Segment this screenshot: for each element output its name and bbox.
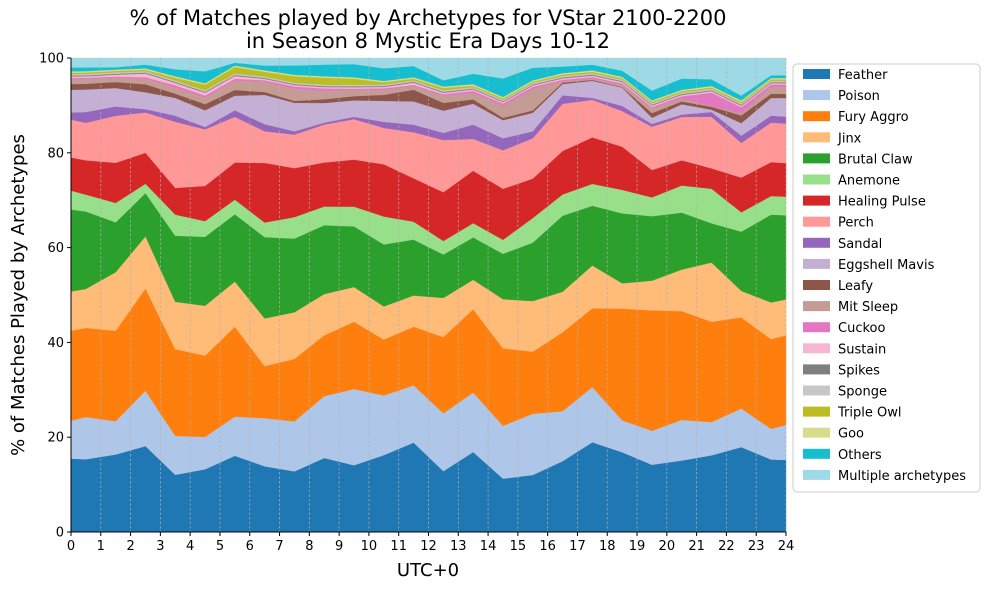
y-tick-label: 100: [39, 52, 64, 67]
legend-swatch: [803, 216, 830, 227]
legend-label: Sustain: [838, 342, 886, 357]
x-tick-label: 10: [361, 539, 378, 554]
legend-swatch: [803, 132, 830, 143]
x-tick-label: 14: [480, 539, 497, 554]
legend-swatch: [803, 448, 830, 459]
legend-label: Eggshell Mavis: [838, 258, 935, 273]
chart-title-line-2: in Season 8 Mystic Era Days 10-12: [246, 29, 610, 53]
x-tick-label: 5: [216, 539, 224, 554]
legend-swatch: [803, 385, 830, 396]
legend-swatch: [803, 237, 830, 248]
legend-label: Mit Sleep: [838, 300, 898, 315]
x-axis-label: UTC+0: [397, 560, 459, 581]
legend-swatch: [803, 90, 830, 101]
legend-swatch: [803, 195, 830, 206]
x-tick-label: 3: [156, 539, 164, 554]
x-tick-label: 24: [778, 539, 795, 554]
legend-swatch: [803, 322, 830, 333]
legend-frame: [792, 63, 981, 493]
legend-label: Feather: [838, 68, 888, 83]
chart-title: % of Matches played by Archetypes for VS…: [130, 6, 727, 53]
x-tick-label: 18: [599, 539, 616, 554]
y-tick-label: 80: [47, 146, 64, 161]
legend-swatch: [803, 111, 830, 122]
y-axis-label: % of Matches Played by Archetypes: [8, 134, 29, 456]
legend-label: Anemone: [838, 174, 900, 189]
legend-swatch: [803, 258, 830, 269]
axes: 0 1 2 3 4 5 6 7 8 9 10 11 12 13 14 15 16 17 18 19 20 21 22 23 24…: [39, 52, 794, 555]
x-tick-label: 11: [390, 539, 407, 554]
x-tick-label: 6: [246, 539, 254, 554]
legend-swatch: [803, 69, 830, 79]
x-tick-label: 4: [186, 539, 194, 554]
legend-swatch: [803, 427, 830, 438]
x-tick-label: 15: [510, 539, 527, 554]
x-tick-label: 0: [67, 539, 75, 554]
legend-swatch: [803, 280, 830, 290]
x-tick-label: 16: [539, 539, 556, 554]
legend: Feather Poison Fury Aggro Jinx Brutal Claw An…: [792, 63, 981, 493]
x-tick-label: 21: [688, 539, 705, 554]
x-tick-label: 7: [275, 539, 283, 554]
x-tick-label: 23: [748, 539, 765, 554]
x-tick-label: 13: [450, 539, 467, 554]
legend-label: Fury Aggro: [838, 110, 909, 125]
x-tick-label: 22: [718, 539, 735, 554]
legend-swatch: [803, 343, 830, 354]
legend-swatch: [803, 174, 830, 185]
legend-swatch: [803, 364, 830, 375]
legend-label: Jinx: [837, 131, 862, 146]
y-tick-label: 40: [47, 336, 64, 351]
legend-swatch: [803, 301, 830, 312]
y-tick-label: 60: [47, 241, 64, 256]
legend-swatch: [803, 469, 830, 480]
legend-swatch: [803, 406, 830, 417]
legend-label: Perch: [838, 216, 874, 231]
x-tick-label: 1: [97, 539, 105, 554]
x-tick-label: 9: [335, 539, 343, 554]
x-tick-label: 20: [659, 539, 676, 554]
legend-swatch: [803, 153, 830, 164]
x-tick-label: 19: [629, 539, 646, 554]
legend-label: Others: [838, 448, 882, 463]
x-tick-label: 8: [305, 539, 313, 554]
x-tick-label: 12: [420, 539, 437, 554]
legend-label: Sandal: [838, 237, 882, 252]
x-tick-label: 2: [126, 539, 134, 554]
legend-label: Triple Owl: [837, 406, 901, 421]
y-tick-label: 20: [47, 431, 64, 446]
legend-label: Spikes: [838, 363, 880, 378]
legend-label: Brutal Claw: [838, 152, 913, 167]
chart-title-line-1: % of Matches played by Archetypes for VS…: [130, 6, 727, 30]
legend-label: Healing Pulse: [838, 195, 926, 210]
legend-label: Sponge: [838, 385, 887, 400]
legend-label: Cuckoo: [838, 321, 885, 336]
x-tick-label: 17: [569, 539, 586, 554]
legend-label: Poison: [838, 89, 880, 104]
legend-label: Goo: [838, 427, 864, 442]
legend-label: Leafy: [838, 279, 873, 294]
legend-label: Multiple archetypes: [838, 469, 966, 484]
y-tick-label: 0: [56, 526, 64, 541]
